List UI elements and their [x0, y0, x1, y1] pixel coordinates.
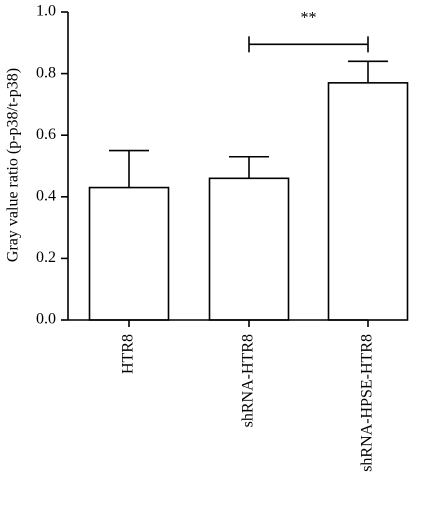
bar-1 [88, 186, 170, 321]
y-axis-title: Gray value ratio (p-p38/t-p38) [5, 68, 22, 262]
y-tick-label: 0.2 [36, 249, 56, 266]
y-tick-label: 0.0 [36, 311, 56, 328]
bar-2 [208, 177, 290, 321]
bar-3 [327, 82, 409, 321]
y-tick-label: 1.0 [36, 3, 56, 20]
x-tick-label: shRNA-HTR8 [240, 334, 257, 427]
y-tick-label: 0.6 [36, 126, 56, 143]
x-tick-label: shRNA-HPSE-HTR8 [359, 334, 376, 472]
significance-label: ** [301, 9, 317, 26]
y-tick-label: 0.8 [36, 64, 56, 81]
y-tick-label: 0.4 [36, 187, 56, 204]
x-tick-label: HTR8 [120, 334, 137, 374]
